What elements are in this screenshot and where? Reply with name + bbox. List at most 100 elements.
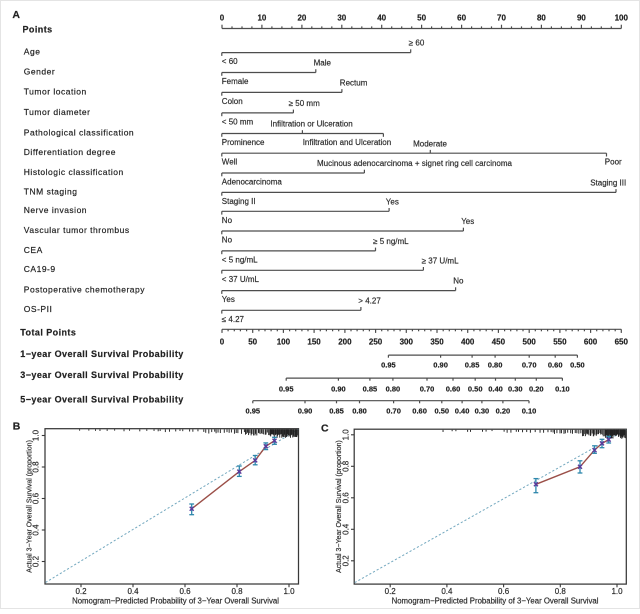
svg-text:0.20: 0.20 — [529, 384, 544, 393]
svg-text:450: 450 — [492, 338, 506, 347]
svg-text:CEA: CEA — [24, 245, 43, 255]
svg-text:CA19-9: CA19-9 — [24, 264, 56, 274]
svg-text:150: 150 — [307, 338, 321, 347]
svg-text:0.70: 0.70 — [522, 361, 537, 370]
svg-text:350: 350 — [430, 338, 444, 347]
svg-text:1−year Overall Survival Probab: 1−year Overall Survival Probability — [20, 349, 183, 359]
svg-text:0.95: 0.95 — [245, 407, 260, 416]
svg-text:0.70: 0.70 — [386, 407, 401, 416]
svg-text:Actual 3−Year Overall Survival: Actual 3−Year Overall Survival (proporti… — [27, 440, 34, 573]
svg-text:Well: Well — [222, 158, 238, 167]
svg-text:Tumor location: Tumor location — [24, 86, 87, 96]
svg-text:Yes: Yes — [222, 295, 235, 304]
svg-text:0.6: 0.6 — [31, 492, 40, 504]
svg-text:0: 0 — [220, 338, 225, 347]
svg-text:5−year Overall Survival Probab: 5−year Overall Survival Probability — [20, 394, 183, 404]
svg-text:No: No — [453, 277, 464, 286]
svg-text:Mucinous adenocarcinoma + sign: Mucinous adenocarcinoma + signet ring ce… — [317, 159, 513, 168]
svg-text:Gender: Gender — [24, 66, 55, 76]
svg-text:0: 0 — [220, 13, 225, 22]
svg-text:50: 50 — [417, 13, 426, 22]
svg-text:0.10: 0.10 — [555, 384, 570, 393]
svg-text:30: 30 — [337, 13, 346, 22]
svg-text:Tumor diameter: Tumor diameter — [24, 107, 91, 117]
svg-text:Age: Age — [24, 47, 41, 57]
svg-text:0.50: 0.50 — [570, 361, 585, 370]
svg-text:0.30: 0.30 — [508, 384, 523, 393]
svg-text:0.40: 0.40 — [455, 407, 470, 416]
svg-text:Yes: Yes — [461, 217, 474, 226]
svg-text:0.4: 0.4 — [31, 524, 40, 536]
svg-text:650: 650 — [615, 338, 629, 347]
svg-text:Yes: Yes — [386, 197, 399, 206]
svg-text:Poor: Poor — [605, 158, 622, 167]
svg-text:0.80: 0.80 — [352, 407, 367, 416]
svg-text:Colon: Colon — [222, 97, 243, 106]
svg-text:Histologic classification: Histologic classification — [24, 167, 124, 177]
svg-text:0.20: 0.20 — [496, 407, 511, 416]
svg-text:0.4: 0.4 — [441, 587, 453, 596]
svg-text:40: 40 — [377, 13, 386, 22]
svg-text:< 60: < 60 — [222, 57, 238, 66]
svg-text:≥ 5 ng/mL: ≥ 5 ng/mL — [373, 237, 409, 246]
svg-text:0.8: 0.8 — [231, 587, 243, 596]
svg-text:< 50 mm: < 50 mm — [222, 117, 254, 126]
svg-text:≥ 50 mm: ≥ 50 mm — [289, 99, 320, 108]
svg-text:0.40: 0.40 — [488, 384, 503, 393]
svg-text:1.0: 1.0 — [31, 429, 40, 441]
svg-text:0.6: 0.6 — [498, 587, 510, 596]
svg-text:0.85: 0.85 — [465, 361, 480, 370]
svg-text:60: 60 — [457, 13, 466, 22]
svg-text:Rectum: Rectum — [340, 79, 368, 88]
svg-text:0.4: 0.4 — [127, 587, 139, 596]
svg-text:0.60: 0.60 — [548, 361, 563, 370]
svg-text:Differentiation degree: Differentiation degree — [24, 147, 116, 157]
svg-text:0.6: 0.6 — [342, 492, 351, 504]
svg-text:0.30: 0.30 — [475, 407, 490, 416]
svg-text:80: 80 — [537, 13, 546, 22]
svg-text:≥ 60: ≥ 60 — [409, 39, 425, 48]
svg-text:Moderate: Moderate — [413, 139, 447, 148]
svg-text:0.80: 0.80 — [386, 384, 401, 393]
svg-text:0.50: 0.50 — [434, 407, 449, 416]
svg-text:400: 400 — [461, 338, 475, 347]
svg-text:Nomogram−Predicted Probability: Nomogram−Predicted Probability of 3−Year… — [392, 597, 599, 606]
svg-text:Staging II: Staging II — [222, 197, 256, 206]
svg-text:0.90: 0.90 — [298, 407, 313, 416]
svg-text:200: 200 — [338, 338, 352, 347]
svg-text:C: C — [321, 423, 329, 435]
svg-text:TNM staging: TNM staging — [24, 186, 78, 196]
svg-text:300: 300 — [400, 338, 414, 347]
svg-text:0.8: 0.8 — [31, 461, 40, 473]
svg-text:0.90: 0.90 — [433, 361, 448, 370]
svg-text:100: 100 — [277, 338, 291, 347]
svg-text:A: A — [12, 9, 20, 21]
svg-text:0.6: 0.6 — [179, 587, 191, 596]
svg-text:550: 550 — [553, 338, 567, 347]
svg-text:0.95: 0.95 — [279, 384, 294, 393]
svg-text:3−year Overall Survival Probab: 3−year Overall Survival Probability — [20, 370, 183, 380]
svg-text:B: B — [13, 421, 21, 433]
svg-text:0.70: 0.70 — [420, 384, 435, 393]
svg-text:0.2: 0.2 — [385, 587, 397, 596]
svg-text:20: 20 — [297, 13, 306, 22]
svg-text:0.80: 0.80 — [488, 361, 503, 370]
svg-text:0.85: 0.85 — [363, 384, 378, 393]
svg-text:Nerve invasion: Nerve invasion — [24, 205, 87, 215]
svg-text:Nomogram−Predicted Probability: Nomogram−Predicted Probability of 3−Year… — [72, 597, 279, 606]
svg-text:Female: Female — [222, 77, 249, 86]
svg-text:Staging III: Staging III — [590, 179, 626, 188]
svg-text:0.90: 0.90 — [331, 384, 346, 393]
svg-text:0.10: 0.10 — [522, 407, 537, 416]
svg-text:0.4: 0.4 — [342, 523, 351, 535]
svg-text:Prominence: Prominence — [222, 138, 265, 147]
svg-text:0.60: 0.60 — [446, 384, 461, 393]
svg-text:Postoperative chemotherapy: Postoperative chemotherapy — [24, 285, 145, 295]
svg-text:0.8: 0.8 — [555, 587, 567, 596]
svg-text:0.2: 0.2 — [342, 555, 351, 567]
svg-text:100: 100 — [615, 13, 629, 22]
svg-text:90: 90 — [577, 13, 586, 22]
svg-text:≥ 37 U/mL: ≥ 37 U/mL — [422, 256, 459, 265]
svg-text:0.60: 0.60 — [412, 407, 427, 416]
svg-text:> 4.27: > 4.27 — [358, 296, 381, 305]
